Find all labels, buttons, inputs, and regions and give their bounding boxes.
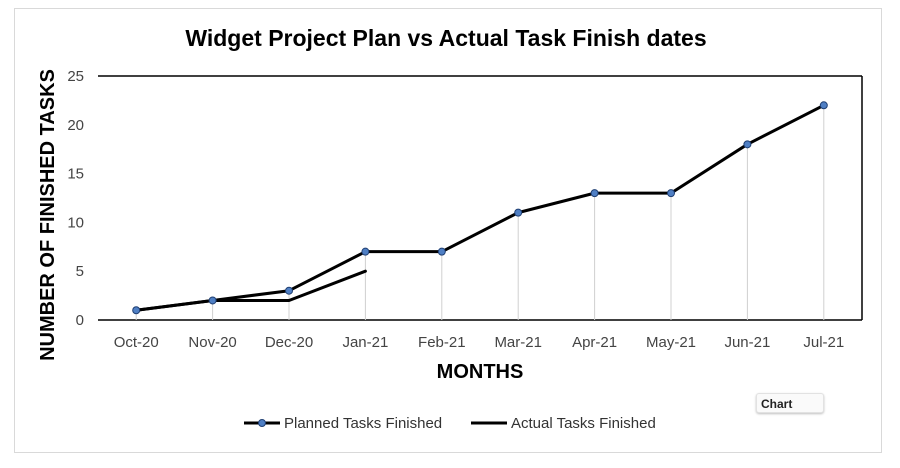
- y-tick-label: 10: [67, 214, 84, 231]
- data-point-planned: [361, 247, 370, 256]
- x-tick-label: May-21: [646, 334, 696, 351]
- data-point-planned: [208, 296, 217, 305]
- legend-label-planned: Planned Tasks Finished: [284, 415, 442, 432]
- series-line-actual: [134, 269, 367, 312]
- data-point-planned: [132, 306, 141, 315]
- data-point-planned: [667, 189, 675, 198]
- data-point-planned: [437, 247, 446, 256]
- y-tick-label: 5: [76, 263, 84, 280]
- x-axis-title: MONTHS: [437, 361, 524, 383]
- legend-label-actual: Actual Tasks Finished: [511, 415, 656, 432]
- series-line-planned: [134, 103, 826, 312]
- data-point-planned: [819, 101, 828, 110]
- data-point-planned: [590, 189, 599, 198]
- chart-title: Widget Project Plan vs Actual Task Finis…: [185, 25, 706, 51]
- y-tick-label: 25: [67, 68, 84, 85]
- x-tick-label: Oct-20: [114, 334, 159, 351]
- y-tick-label: 0: [76, 312, 84, 329]
- x-tick-label: Feb-21: [418, 334, 466, 351]
- data-point-planned: [285, 286, 293, 295]
- chart-frame: [14, 8, 882, 453]
- x-tick-label: Mar-21: [494, 334, 542, 351]
- x-tick-label: Jun-21: [724, 334, 770, 351]
- y-tick-label: 20: [67, 117, 84, 134]
- legend-marker-planned: [258, 419, 266, 427]
- x-tick-label: Jan-21: [342, 334, 388, 351]
- data-point-planned: [743, 140, 752, 149]
- x-tick-label: Dec-20: [265, 334, 313, 351]
- chart-tag[interactable]: Chart: [756, 393, 824, 413]
- legend: Planned Tasks Finished Actual Tasks Fini…: [244, 415, 656, 432]
- x-tick-label: Jul-21: [803, 334, 844, 351]
- data-point-planned: [514, 208, 523, 217]
- y-tick-label: 15: [67, 166, 84, 183]
- plot-area: 0 5 10 15 20 25 Oct-20 Nov-20 Dec-20 Jan-21 Feb-21…: [67, 68, 863, 351]
- x-tick-label: Apr-21: [572, 334, 617, 351]
- x-tick-label: Nov-20: [188, 334, 236, 351]
- y-axis-title: NUMBER OF FINISHED TASKS: [37, 69, 59, 361]
